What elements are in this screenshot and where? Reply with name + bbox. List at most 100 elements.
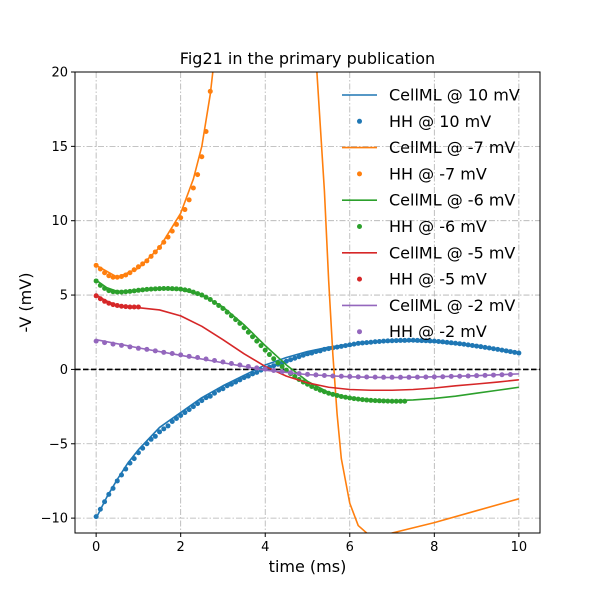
chart-title: Fig21 in the primary publication [180, 49, 435, 68]
series-3-point [123, 272, 129, 278]
series-3-point [97, 266, 103, 272]
series-5-point [220, 305, 226, 311]
series-5-point [313, 385, 319, 391]
series-5-point [351, 396, 357, 402]
series-1-point [110, 485, 116, 491]
series-3-point [186, 197, 192, 203]
series-5-point [347, 395, 353, 401]
series-9-point [482, 372, 488, 378]
series-1-point [207, 393, 213, 399]
series-5-point [173, 286, 179, 292]
series-7-point [97, 296, 103, 302]
series-1-point [491, 346, 496, 352]
series-5-point [178, 286, 184, 292]
series-1-point [178, 413, 184, 419]
series-5-point [135, 287, 141, 293]
series-3-point [119, 273, 124, 279]
legend-entry-label: HH @ -5 mV [389, 270, 487, 289]
series-5-point [216, 302, 222, 308]
y-tick-label: 0 [60, 363, 68, 378]
series-9-point [355, 374, 361, 380]
series-3-point [207, 88, 213, 94]
series-1-point [216, 387, 222, 393]
series-1-point [393, 338, 399, 344]
series-3-point [127, 270, 133, 276]
series-9-point [127, 344, 133, 350]
series-5-point [402, 398, 408, 404]
series-9-point [119, 342, 124, 348]
series-1-point [457, 341, 463, 347]
series-1-point [474, 343, 480, 349]
series-5-point [266, 352, 272, 358]
series-5-point [207, 297, 213, 303]
series-9-point [228, 360, 234, 366]
series-1-point [300, 352, 306, 358]
series-5-point [326, 390, 332, 396]
series-7-point [102, 298, 108, 304]
series-5-point [372, 398, 378, 404]
series-5-point [148, 286, 154, 292]
legend-entry-label: HH @ -6 mV [389, 217, 487, 236]
series-5-point [250, 334, 256, 340]
y-tick-label: 10 [51, 214, 68, 229]
series-1-point [338, 343, 344, 349]
series-1-point [440, 339, 446, 345]
series-5-point [262, 347, 268, 353]
series-5-point [317, 387, 323, 393]
series-9-point [237, 362, 243, 368]
series-5-point [393, 398, 399, 404]
series-9-point [457, 373, 463, 379]
series-7-point [110, 302, 116, 308]
series-3-point [190, 185, 196, 191]
series-9-point [178, 352, 184, 358]
series-7-point [135, 304, 141, 310]
series-7-point [131, 304, 137, 310]
series-1-point [436, 338, 442, 344]
series-9-point [431, 374, 437, 380]
series-3-point [110, 274, 116, 280]
x-tick-label: 2 [177, 540, 185, 555]
series-5-point [398, 398, 403, 404]
series-1-point [368, 339, 374, 345]
series-5-point [381, 398, 387, 404]
series-1-point [123, 466, 129, 472]
series-1-point [165, 423, 171, 429]
legend-entry-label: HH @ 10 mV [389, 112, 491, 131]
series-1-point [245, 373, 251, 379]
series-3-point [144, 258, 150, 264]
series-5-point [203, 294, 209, 300]
legend-entry-label: HH @ -2 mV [389, 322, 487, 341]
series-3-point [157, 244, 163, 250]
y-tick-label: 20 [51, 66, 68, 81]
series-1-point [448, 340, 454, 346]
series-5-point [140, 287, 146, 293]
series-5-point [161, 286, 167, 292]
series-1-point [127, 460, 133, 466]
series-1-point [398, 337, 403, 343]
series-9-point [448, 373, 454, 379]
series-5-point [152, 286, 158, 292]
series-5-point [254, 338, 260, 344]
series-1-point [499, 347, 505, 353]
series-1-point [237, 377, 243, 383]
series-1-point [119, 472, 124, 478]
y-tick-label: 15 [51, 140, 68, 155]
series-5-point [102, 285, 108, 291]
series-5-point [376, 398, 382, 404]
series-1-point [469, 342, 475, 348]
series-3-point [106, 273, 112, 279]
series-1-point [321, 346, 327, 352]
series-5-point [165, 286, 171, 292]
series-9-point [372, 374, 378, 380]
series-1-point [326, 346, 332, 352]
series-1-point [389, 338, 395, 344]
y-tick-label: −5 [49, 437, 68, 452]
series-5-point [343, 394, 349, 400]
series-1-point [486, 345, 492, 351]
series-5-point [199, 292, 205, 298]
legend-swatch-point [357, 118, 362, 124]
series-5-point [359, 397, 365, 403]
series-1-point [507, 349, 513, 355]
series-1-point [359, 340, 365, 346]
